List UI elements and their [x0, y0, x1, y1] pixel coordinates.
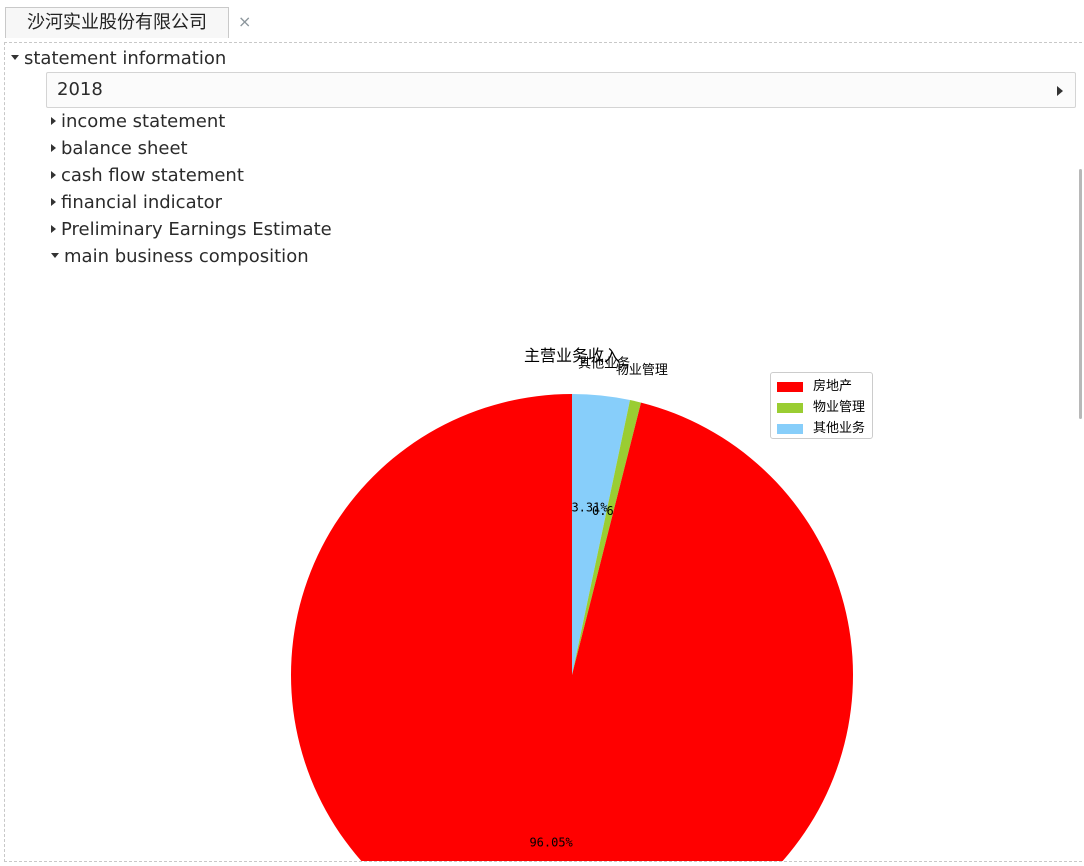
legend-label: 物业管理: [813, 400, 866, 415]
year-select[interactable]: 2018: [46, 72, 1076, 108]
slice-category-label: 物业管理: [616, 363, 668, 378]
legend-entry: 物业管理: [771, 397, 872, 418]
tree-item-label: Preliminary Earnings Estimate: [61, 219, 332, 240]
expand-down-icon: [51, 253, 59, 258]
expand-right-icon: [51, 143, 56, 152]
vertical-scrollbar[interactable]: [1078, 43, 1082, 861]
pie-slice: [572, 400, 642, 675]
expand-right-icon: [51, 170, 56, 179]
legend-swatch: [777, 403, 803, 413]
tree-root-statement-information[interactable]: statement information: [11, 48, 226, 70]
tree-item-preliminary-earnings-estimate[interactable]: Preliminary Earnings Estimate: [51, 219, 332, 241]
tab-bar: 沙河实业股份有限公司 ×: [0, 0, 1084, 42]
slice-category-label: 其他业务: [578, 356, 630, 372]
legend-label: 其他业务: [813, 421, 866, 436]
scrollbar-thumb[interactable]: [1079, 169, 1082, 419]
tree-item-income-statement[interactable]: income statement: [51, 111, 225, 133]
legend-entry: 其他业务: [771, 418, 872, 439]
tree-item-label: main business composition: [64, 246, 309, 267]
expand-right-icon: [51, 197, 56, 206]
slice-percent-label: 96.05%: [529, 835, 573, 849]
tree-item-label: income statement: [61, 111, 226, 132]
tree-item-label: balance sheet: [61, 138, 188, 159]
expand-right-icon: [51, 116, 56, 125]
expand-down-icon: [11, 55, 19, 60]
tree-item-cash-flow-statement[interactable]: cash flow statement: [51, 165, 244, 187]
company-tab[interactable]: 沙河实业股份有限公司: [5, 7, 229, 38]
legend-entry: 房地产: [771, 376, 872, 397]
statement-panel: statement information 2018 income statem…: [4, 42, 1082, 862]
year-select-value: 2018: [57, 79, 103, 100]
pie-slice: [572, 394, 631, 675]
expand-right-icon: [51, 224, 56, 233]
tree-root-label: statement information: [24, 48, 227, 69]
pie-slice: [291, 394, 853, 861]
chart-legend: 房地产 物业管理 其他业务: [770, 372, 873, 439]
tree-item-financial-indicator[interactable]: financial indicator: [51, 192, 222, 214]
select-arrow-icon: [1057, 86, 1063, 96]
legend-swatch: [777, 424, 803, 434]
tree-item-label: financial indicator: [61, 192, 223, 213]
tree-item-balance-sheet[interactable]: balance sheet: [51, 138, 188, 160]
legend-label: 房地产: [813, 379, 853, 394]
slice-percent-label: 3.31%: [571, 500, 608, 514]
legend-swatch: [777, 382, 803, 392]
close-tab-icon[interactable]: ×: [238, 12, 252, 31]
chart-title: 主营业务收入: [524, 346, 620, 365]
tree-item-main-business-composition[interactable]: main business composition: [51, 246, 309, 268]
tree-item-label: cash flow statement: [61, 165, 244, 186]
